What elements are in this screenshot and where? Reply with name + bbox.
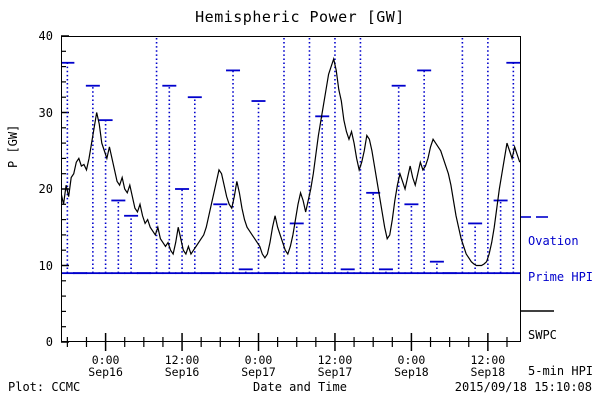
x-tick-label: 12:00 Sep16 — [142, 354, 222, 378]
y-tick-label: 40 — [38, 29, 53, 43]
x-tick-date: Sep18 — [394, 365, 429, 379]
x-tick-date: Sep16 — [164, 365, 200, 379]
x-axis-label: Date and Time — [253, 380, 347, 394]
page-title: Hemispheric Power [GW] — [195, 8, 405, 26]
x-tick-label: 0:00 Sep17 — [219, 354, 299, 378]
legend-swpc-line2: 5-min HPI — [528, 364, 594, 378]
legend-ovation-prime-hpi: Ovation Prime HPI — [528, 211, 593, 307]
x-tick-time: 0:00 — [244, 353, 273, 367]
x-tick-date: Sep17 — [241, 365, 276, 379]
x-tick-label: 0:00 Sep18 — [371, 354, 451, 378]
x-tick-label: 12:00 Sep18 — [448, 354, 528, 378]
x-tick-time: 12:00 — [164, 353, 200, 367]
x-tick-label: 0:00 Sep16 — [66, 354, 146, 378]
y-tick-label: 20 — [38, 182, 53, 196]
y-tick-label: 0 — [45, 335, 53, 349]
legend-swpc-5min-hpi: SWPC 5-min HPI — [528, 305, 593, 401]
legend-line-samples — [521, 216, 554, 312]
x-tick-time: 0:00 — [397, 353, 426, 367]
plot-credit: Plot: CCMC — [8, 380, 81, 394]
x-tick-time: 0:00 — [91, 353, 120, 367]
legend-ovation-line1: Ovation — [528, 234, 579, 248]
x-tick-date: Sep16 — [88, 365, 123, 379]
x-tick-time: 12:00 — [470, 353, 506, 367]
series-ovation-step-caps — [62, 37, 520, 275]
series-swpc-5min-hpi — [62, 56, 520, 267]
y-tick-label: 30 — [38, 105, 53, 120]
x-tick-marks — [66, 333, 508, 351]
y-tick-label: 10 — [38, 258, 53, 273]
plot-timestamp: 2015/09/18 15:10:08 — [454, 380, 592, 394]
y-tick-marks — [61, 35, 69, 343]
x-tick-time: 12:00 — [317, 353, 353, 367]
x-tick-date: Sep17 — [317, 365, 353, 379]
x-tick-label: 12:00 Sep17 — [295, 354, 375, 378]
x-tick-date: Sep18 — [470, 365, 506, 379]
legend-swpc-line1: SWPC — [528, 328, 557, 342]
legend-ovation-line2: Prime HPI — [528, 270, 594, 284]
